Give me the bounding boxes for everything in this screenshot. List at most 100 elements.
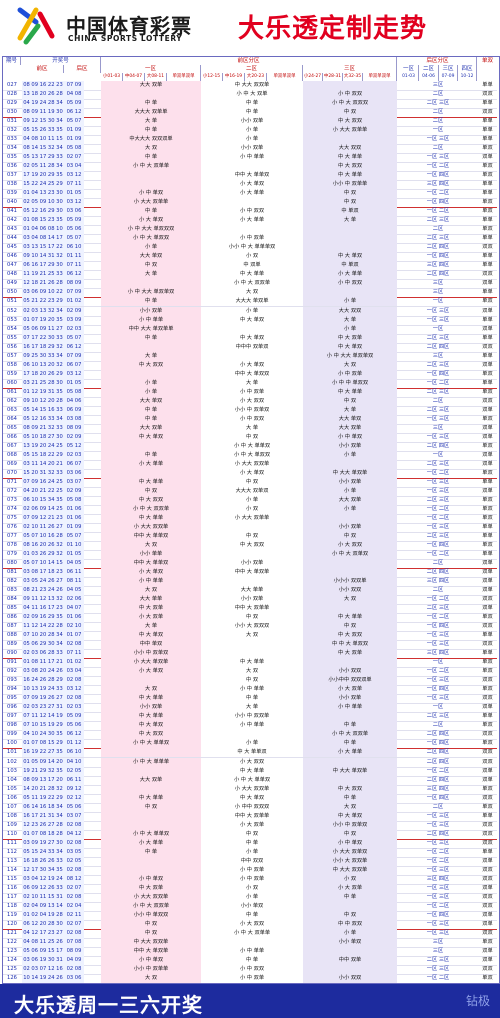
header-back-zone-2: 二区 [419, 65, 439, 73]
back-zone-cell: 二区 [432, 226, 444, 233]
zone-2-cell: 大大 单单 [201, 586, 303, 596]
back-zone-cell: 二区 四区 [426, 830, 450, 837]
odd-even-cell: 单双 [482, 614, 493, 621]
header-row-mid: 前区 后区 一区 二区 三区 一区 二区 三区 四区 [3, 65, 497, 73]
zone-2-cell: 小 中 大 双单单 [201, 928, 303, 938]
front-numbers-cell: 02 04 09 13 14 [22, 901, 64, 911]
zone-1-cell: 中 单 [101, 847, 201, 857]
back-zone-cell: 一区 四区 [426, 686, 450, 693]
zone-3-cell [303, 964, 397, 974]
odd-even-cell: 单单 [482, 181, 493, 188]
front-numbers-cell: 06 10 15 34 35 [22, 495, 64, 505]
zone-2-cell: 中 双 [201, 432, 303, 442]
zone-1-cell: 中 单 [101, 153, 201, 163]
back-numbers-cell: 05 07 [64, 117, 84, 127]
front-numbers-cell: 08 09 21 32 33 [22, 423, 64, 433]
back-numbers-cell: 02 04 [64, 901, 84, 911]
zone-2-cell: 小 中 大 双单 [201, 90, 303, 100]
zone-1-cell: 小 大大 双单单 [101, 198, 201, 208]
zone-1-cell [101, 820, 201, 830]
zone-2-cell: 中 双单 [201, 261, 303, 271]
back-zone-cell: 一区 三区 [426, 487, 450, 494]
back-zone-cell: 二区 四区 [426, 569, 450, 576]
zone-1-cell: 小 中 大 单单单 [101, 757, 201, 767]
back-numbers-cell: 03 05 [64, 847, 84, 857]
issue-cell: 073 [7, 496, 17, 503]
odd-even-cell: 双单 [482, 767, 493, 774]
back-numbers-cell: 07 09 [64, 351, 84, 361]
issue-cell: 053 [7, 316, 17, 323]
front-numbers-cell: 04 11 16 17 23 [22, 604, 64, 614]
odd-even-cell: 双双 [482, 929, 493, 936]
zone-2-cell: 小小 双单 [201, 144, 303, 154]
issue-cell: 033 [7, 136, 17, 143]
zone-3-cell: 中 大 单单 [303, 153, 397, 163]
zone-3-cell: 小 中 大 双双双 [303, 99, 397, 109]
zone-1-cell: 大大 双单 [101, 423, 201, 433]
issue-cell: 084 [7, 596, 17, 603]
odd-even-cell: 单双 [482, 542, 493, 549]
back-zone-cell: 二区 三区 [426, 496, 450, 503]
front-numbers-cell: 07 10 20 28 34 [22, 631, 64, 641]
header-z3-big: 大32-35 [343, 73, 363, 81]
front-numbers-cell: 07 09 16 24 25 [22, 477, 64, 487]
odd-even-cell: 双双 [482, 641, 493, 648]
back-numbers-cell: 02 03 [64, 703, 84, 713]
issue-cell: 030 [7, 109, 17, 116]
zone-2-cell: 大 双 [201, 667, 303, 677]
front-numbers-cell: 07 11 12 14 19 [22, 712, 64, 722]
back-zone-cell: 二区 [432, 722, 444, 729]
issue-cell: 117 [7, 893, 17, 900]
odd-even-cell: 单双 [482, 659, 493, 666]
back-numbers-cell: 03 08 [64, 414, 84, 424]
zone-3-cell: 中 双 [303, 396, 397, 406]
odd-even-cell: 单单 [482, 551, 493, 558]
back-zone-cell: 二区 [432, 109, 444, 116]
back-numbers-cell: 01 06 [64, 613, 84, 623]
back-numbers-cell: 02 03 [64, 324, 84, 334]
back-numbers-cell: 05 06 [64, 225, 84, 235]
back-numbers-cell: 05 08 [64, 144, 84, 154]
back-zone-cell: 一区 四区 [426, 740, 450, 747]
zone-3-cell: 中 大 单单 [303, 613, 397, 623]
odd-even-cell: 单双 [482, 172, 493, 179]
header: 中国体育彩票 CHINA SPORTS LOTTERY 大乐透定制走势 [0, 0, 500, 52]
odd-even-cell: 单双 [482, 514, 493, 521]
issue-cell: 126 [7, 974, 17, 981]
front-numbers-cell: 12 23 26 27 28 [22, 820, 64, 830]
back-numbers-cell: 03 12 [64, 685, 84, 695]
issue-cell: 046 [7, 253, 17, 260]
issue-cell: 038 [7, 181, 17, 188]
issue-cell: 074 [7, 505, 17, 512]
odd-even-cell: 双双 [482, 875, 493, 882]
back-numbers-cell: 02 08 [64, 892, 84, 902]
back-zone-cell: 二区 [432, 118, 444, 125]
odd-even-cell: 单单 [482, 82, 493, 88]
issue-cell: 069 [7, 460, 17, 467]
odd-even-cell: 双单 [482, 605, 493, 612]
issue-cell: 036 [7, 163, 17, 170]
issue-cell: 042 [7, 217, 17, 224]
odd-even-cell: 单双 [482, 442, 493, 449]
front-numbers-cell: 08 21 23 24 26 [22, 586, 64, 596]
odd-even-cell: 双单 [482, 433, 493, 440]
issue-cell: 085 [7, 605, 17, 612]
zone-2-cell: 小 中 双双 [201, 207, 303, 217]
zone-2-cell: 中中 大 双单单 [201, 604, 303, 614]
issue-cell: 102 [7, 758, 17, 765]
issue-cell: 035 [7, 154, 17, 161]
issue-cell: 119 [7, 911, 17, 918]
issue-cell: 075 [7, 514, 17, 521]
brand-name-cn: 中国体育彩票 [66, 14, 192, 38]
front-numbers-cell: 09 11 12 13 32 [22, 595, 64, 605]
header-draw-number: 开奖号 [21, 57, 101, 65]
front-numbers-cell: 05 15 18 22 29 [22, 450, 64, 460]
zone-2-cell: 中中 双双 [201, 856, 303, 866]
zone-3-cell: 大大 双双 [303, 144, 397, 154]
front-numbers-cell: 13 18 20 26 28 [22, 90, 64, 100]
back-zone-cell: 一区 二区 [426, 902, 450, 909]
front-numbers-cell: 05 06 09 15 17 [22, 946, 64, 956]
zone-3-cell: 中 中 双双 [303, 919, 397, 929]
zone-1-cell: 小小 单单 [101, 550, 201, 560]
zone-1-cell: 中 大 双单 [101, 883, 201, 893]
